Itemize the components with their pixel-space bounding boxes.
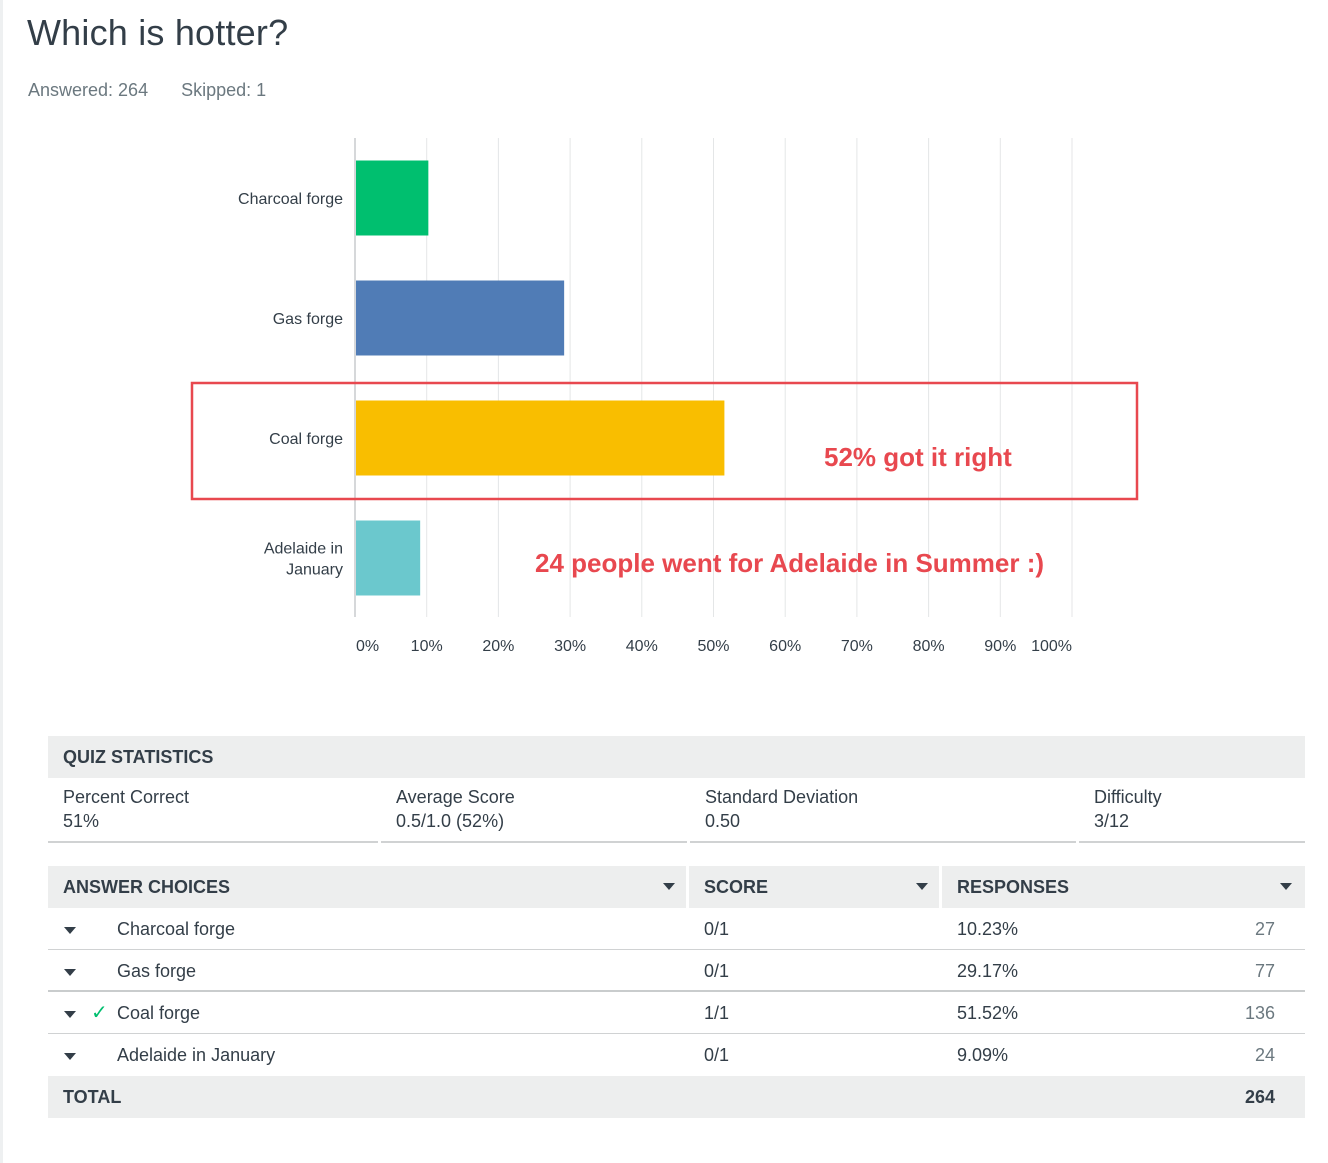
- answer-choices-table: ANSWER CHOICES SCORE RESPONSES Charcoal …: [48, 866, 1305, 1118]
- total-label: TOTAL: [63, 1087, 122, 1107]
- answer-count: 27: [1254, 919, 1275, 939]
- stat-average-score: Average Score 0.5/1.0 (52%): [381, 778, 687, 843]
- sort-caret-icon[interactable]: [663, 883, 675, 890]
- answer-count: 77: [1254, 961, 1275, 981]
- bar: [356, 280, 565, 356]
- score-column-header[interactable]: SCORE: [689, 866, 939, 908]
- answer-choice-label: Charcoal forge: [117, 919, 236, 939]
- x-tick-label: 20%: [482, 638, 514, 655]
- answer-score: 0/1: [704, 919, 730, 939]
- stat-label: Standard Deviation: [705, 787, 859, 807]
- expand-caret-icon[interactable]: [64, 927, 76, 934]
- answer-choice-label: Coal forge: [117, 1003, 201, 1023]
- answer-percent: 10.23%: [957, 919, 1019, 939]
- page-edge: [0, 0, 3, 1163]
- total-count: 264: [1244, 1087, 1275, 1107]
- quiz-statistics-row: Percent Correct 51% Average Score 0.5/1.…: [48, 778, 1305, 844]
- stat-value: 51%: [63, 811, 100, 831]
- answer-score: 0/1: [704, 1045, 730, 1065]
- table-header: ANSWER CHOICES SCORE RESPONSES: [48, 866, 1305, 908]
- x-tick-label: 100%: [1031, 638, 1072, 655]
- x-tick-label: 0%: [356, 638, 379, 655]
- sort-caret-icon[interactable]: [916, 883, 928, 890]
- answer-score: 1/1: [704, 1003, 730, 1023]
- stat-standard-deviation: Standard Deviation 0.50: [690, 778, 1076, 843]
- bar: [356, 400, 725, 476]
- quiz-statistics-heading: QUIZ STATISTICS: [48, 736, 1305, 778]
- total-row: TOTAL 264: [48, 1076, 1305, 1118]
- stat-value: 0.50: [705, 811, 741, 831]
- quiz-statistics: QUIZ STATISTICS Percent Correct 51% Aver…: [48, 736, 1305, 844]
- x-tick-label: 90%: [984, 638, 1016, 655]
- stat-difficulty: Difficulty 3/12: [1079, 778, 1305, 843]
- sort-caret-icon[interactable]: [1280, 883, 1292, 890]
- answered-count: Answered: 264: [28, 80, 149, 100]
- question-title: Which is hotter?: [27, 12, 289, 53]
- stat-label: Average Score: [396, 787, 515, 807]
- category-label: January: [286, 562, 343, 579]
- expand-caret-icon[interactable]: [64, 1053, 76, 1060]
- correct-check-icon: ✓: [91, 1002, 108, 1024]
- response-summary: Answered: 264 Skipped: 1: [28, 80, 294, 101]
- stat-value: 0.5/1.0 (52%): [396, 811, 505, 831]
- response-bar-chart: 0% 10% 20% 30% 40% 50% 60% 70% 80% 90% 100% Charcoa…: [190, 138, 1139, 655]
- x-tick-label: 80%: [913, 638, 945, 655]
- table-row: Adelaide in January 0/1 9.09% 24: [48, 1034, 1305, 1076]
- highlight-box: [190, 381, 1139, 501]
- table-row: ✓ Coal forge 1/1 51.52% 136: [48, 992, 1305, 1034]
- answer-score: 0/1: [704, 961, 730, 981]
- responses-column-header[interactable]: RESPONSES: [942, 866, 1305, 908]
- category-label: Charcoal forge: [238, 191, 343, 208]
- skipped-count: Skipped: 1: [181, 80, 267, 100]
- stat-value: 3/12: [1094, 811, 1130, 831]
- x-tick-label: 50%: [697, 638, 729, 655]
- bar: [356, 160, 429, 236]
- answer-count: 136: [1244, 1003, 1275, 1023]
- category-label: Gas forge: [273, 311, 343, 328]
- x-tick-label: 60%: [769, 638, 801, 655]
- x-tick-label: 30%: [554, 638, 586, 655]
- stat-label: Difficulty: [1094, 787, 1162, 807]
- bar: [356, 520, 421, 596]
- x-tick-label: 70%: [841, 638, 873, 655]
- header-label: ANSWER CHOICES: [63, 877, 231, 897]
- answer-choices-column-header[interactable]: ANSWER CHOICES: [48, 866, 686, 908]
- annotation-label: 52% got it right: [824, 442, 1012, 472]
- answer-percent: 29.17%: [957, 961, 1019, 981]
- table-row: Gas forge 0/1 29.17% 77: [48, 950, 1305, 992]
- header-label: SCORE: [704, 877, 769, 897]
- stat-percent-correct: Percent Correct 51%: [48, 778, 378, 843]
- expand-caret-icon[interactable]: [64, 1011, 76, 1018]
- expand-caret-icon[interactable]: [64, 969, 76, 976]
- category-label: Coal forge: [269, 431, 343, 448]
- table-row: Charcoal forge 0/1 10.23% 27: [48, 908, 1305, 950]
- x-tick-label: 40%: [626, 638, 658, 655]
- answer-choice-label: Gas forge: [117, 961, 197, 981]
- x-tick-label: 10%: [411, 638, 443, 655]
- answer-percent: 9.09%: [957, 1045, 1009, 1065]
- header-label: RESPONSES: [957, 877, 1070, 897]
- answer-percent: 51.52%: [957, 1003, 1019, 1023]
- annotation-label: 24 people went for Adelaide in Summer :): [535, 548, 1044, 578]
- answer-count: 24: [1254, 1045, 1275, 1065]
- answer-choice-label: Adelaide in January: [117, 1045, 276, 1065]
- stat-label: Percent Correct: [63, 787, 190, 807]
- category-label: Adelaide in: [264, 541, 343, 558]
